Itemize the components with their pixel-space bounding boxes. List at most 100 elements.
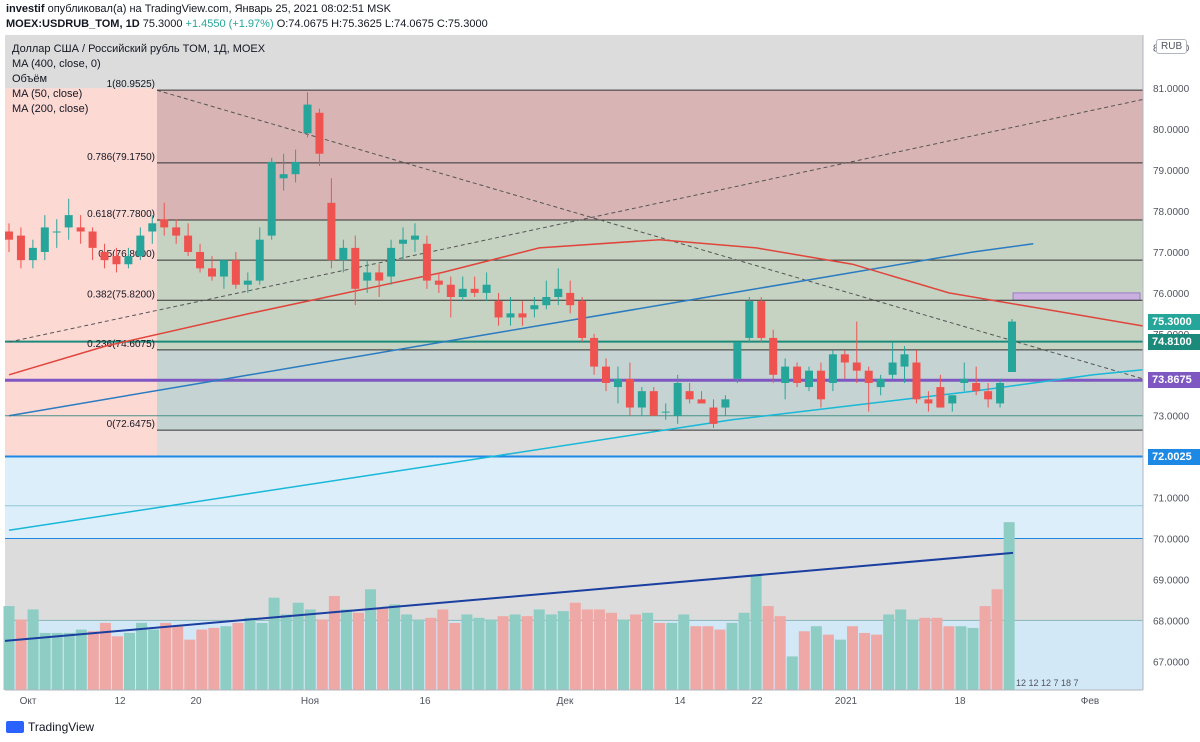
price-tick-label: 69.0000 <box>1153 575 1190 586</box>
volume-bar <box>184 639 196 690</box>
candle-body <box>721 399 730 408</box>
fib-level-label: 0.786(79.1750) <box>87 152 155 163</box>
fib-zone-upper <box>157 90 1143 221</box>
time-tick-label: Дек <box>557 696 574 707</box>
volume-bar <box>413 619 425 690</box>
candle-body <box>387 247 396 277</box>
volume-bar <box>545 614 557 690</box>
candle-body <box>422 243 431 281</box>
price-tick-label: 78.0000 <box>1153 207 1190 218</box>
candle-body <box>434 280 443 285</box>
volume-bar <box>196 629 208 690</box>
volume-bar <box>979 606 991 690</box>
candle-body <box>88 231 97 248</box>
volume-bar <box>738 612 750 690</box>
candle-body <box>924 399 933 404</box>
candle-body <box>112 256 121 265</box>
time-tick-label: Окт <box>20 696 37 707</box>
volume-bar <box>895 609 907 690</box>
price-tick-label: 70.0000 <box>1153 535 1190 546</box>
candle-body <box>637 391 646 408</box>
candle-body <box>160 219 169 228</box>
candle-body <box>124 256 133 265</box>
candle-body <box>828 354 837 383</box>
volume-bar <box>521 616 533 690</box>
tradingview-logo-icon <box>6 721 24 733</box>
candle-body <box>888 362 897 375</box>
candle-body <box>446 284 455 297</box>
candle-body <box>948 395 957 404</box>
volume-bar <box>268 597 280 690</box>
legend-ma200[interactable]: MA (200, close) <box>12 103 89 115</box>
legend-ma400[interactable]: MA (400, close, 0) <box>12 58 101 70</box>
candle-body <box>16 235 25 261</box>
volume-bar <box>497 616 509 690</box>
price-tag: 74.8100 <box>1148 333 1200 350</box>
candle-body <box>172 227 181 236</box>
legend-ma50[interactable]: MA (50, close) <box>12 88 83 100</box>
volume-bar <box>569 602 581 690</box>
symbol-info: MOEX:USDRUB_TOM, 1D 75.3000 +1.4550 (+1.… <box>6 18 488 30</box>
candle-body <box>602 366 611 383</box>
volume-bar <box>666 622 678 690</box>
volume-bar <box>437 609 449 690</box>
fib-level-label: 0.382(75.8200) <box>87 289 155 300</box>
volume-bar <box>919 617 931 690</box>
candle-body <box>255 239 264 281</box>
volume-bar <box>3 606 15 690</box>
volume-bar <box>340 609 352 690</box>
candle-body <box>709 407 718 424</box>
candle-body <box>291 161 300 175</box>
volume-bar <box>111 636 123 690</box>
price-change: +1.4550 (+1.97%) <box>185 18 274 30</box>
candle-body <box>578 301 587 338</box>
price-tag: 72.0025 <box>1148 448 1200 465</box>
volume-bar <box>136 622 148 690</box>
price-chart[interactable]: 1(80.9525) 0.786(79.1750) 0.618(77.7800) 0.… <box>0 0 1200 718</box>
symbol-name: MOEX:USDRUB_TOM, 1D <box>6 18 140 30</box>
currency-badge[interactable]: RUB <box>1156 39 1188 54</box>
price-tick-label: 68.0000 <box>1153 616 1190 627</box>
candle-body <box>5 231 13 240</box>
chart-legend: Доллар США / Российский рубль TOM, 1Д, M… <box>12 42 265 117</box>
time-tick-label: Ноя <box>301 696 319 707</box>
left-highlight-zone <box>5 88 157 457</box>
time-tick-label: 18 <box>954 696 966 707</box>
volume-bar <box>365 589 376 690</box>
price-tick-label: 79.0000 <box>1153 166 1190 177</box>
volume-bar <box>557 611 569 690</box>
candle-body <box>219 260 228 277</box>
fib-level-label: 0.5(76.8000) <box>98 249 155 260</box>
tradingview-logo[interactable]: TradingView <box>6 720 94 734</box>
volume-bar <box>51 632 63 690</box>
fib-level-label: 0.236(74.6075) <box>87 339 155 350</box>
volume-bar <box>630 614 642 690</box>
author-name[interactable]: investif <box>6 3 45 15</box>
candle-body <box>231 260 240 285</box>
volume-bar <box>461 614 473 690</box>
volume-bar <box>931 617 943 690</box>
fib-level-label: 0(72.6475) <box>107 419 155 430</box>
volume-bar <box>991 589 1003 690</box>
publish-text: опубликовал(а) на TradingView.com, Январ… <box>47 3 391 15</box>
time-tick-label: Фев <box>1081 696 1099 707</box>
candle-body <box>769 337 778 375</box>
tradingview-logo-text: TradingView <box>28 720 95 734</box>
volume-bar <box>87 631 99 690</box>
volume-bar <box>425 617 437 690</box>
legend-volume[interactable]: Объём <box>12 73 48 85</box>
time-tick-label: 20 <box>190 696 202 707</box>
volume-bar <box>401 614 413 690</box>
candle-body <box>733 342 742 379</box>
candle-body <box>482 284 491 293</box>
candle-body <box>136 235 145 257</box>
volume-bar <box>389 604 401 690</box>
candle-body <box>196 251 205 269</box>
legend-title: Доллар США / Российский рубль TOM, 1Д, M… <box>12 43 266 55</box>
volume-bar <box>280 614 292 690</box>
candle-body <box>936 387 945 408</box>
candle-body <box>315 112 324 154</box>
volume-bar <box>533 609 545 690</box>
candle-body <box>458 288 467 297</box>
candle-body <box>267 161 276 236</box>
